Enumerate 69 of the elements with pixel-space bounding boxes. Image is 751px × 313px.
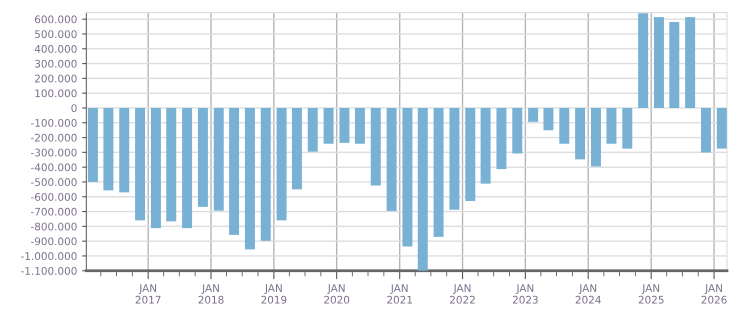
bar [260,108,271,241]
x-tick-label: JAN 2025 [638,284,664,304]
x-tick-label: JAN 2022 [450,284,475,304]
bar [135,108,146,220]
x-tick-label: JAN 2026 [702,284,727,304]
y-tick-label: 300.000 [35,60,77,68]
bar [88,108,98,182]
bar [606,108,616,144]
bar [700,108,711,153]
y-tick-label: -200.000 [31,134,77,142]
bar [512,108,522,154]
bar [402,108,412,246]
bar [229,108,240,235]
bar [119,108,130,192]
bar [276,108,287,220]
y-tick-label: -400.000 [31,163,77,172]
bar [590,108,601,166]
bar [543,108,554,130]
bar [654,17,664,108]
bar [103,108,114,190]
bar [480,108,491,184]
y-tick-label: -1.100.000 [21,266,77,275]
bar [716,108,727,149]
bar [214,108,224,211]
bar [198,108,208,207]
x-tick-label: JAN 2021 [387,284,412,304]
bar [244,108,255,250]
x-tick-label: JAN 2018 [198,284,224,304]
y-tick-label: -1.000.000 [21,252,77,260]
bar [354,108,365,144]
bar [559,108,570,144]
x-tick-label: JAN 2020 [324,284,350,304]
bar [575,108,586,160]
bar [166,108,176,222]
bar [418,108,428,271]
bar [324,108,334,144]
x-tick-label: JAN 2023 [512,284,538,304]
bar [308,108,318,152]
y-tick-label: -600.000 [31,192,77,201]
y-tick-label: 400.000 [34,45,77,53]
y-tick-label: 200.000 [35,74,77,82]
x-tick-label: JAN 2024 [576,284,601,304]
y-tick-label: 0 [71,104,77,112]
x-tick-label: JAN 2019 [261,284,286,304]
bar [622,108,632,149]
y-tick-label: -300.000 [31,148,77,156]
bar [465,108,476,202]
y-tick-label: 600.000 [34,15,77,24]
bar [685,17,696,108]
y-tick-label: 500.000 [35,30,77,38]
y-tick-label: -500.000 [31,178,77,186]
bar [638,13,648,108]
x-tick-label: JAN 2017 [136,284,161,304]
bar [496,108,506,170]
y-tick-label: -900.000 [31,237,77,246]
bar [434,108,444,237]
y-tick-label: -700.000 [31,208,77,216]
bar [669,22,680,108]
y-tick-label: -800.000 [31,222,77,230]
bar [528,108,538,122]
bar [292,108,302,190]
bar [386,108,397,211]
bar [339,108,350,143]
y-tick-label: -100.000 [31,118,77,127]
y-tick-label: 100.000 [35,89,77,98]
bar [449,108,460,210]
bar [370,108,381,186]
bar [182,108,192,228]
bar [150,108,161,228]
